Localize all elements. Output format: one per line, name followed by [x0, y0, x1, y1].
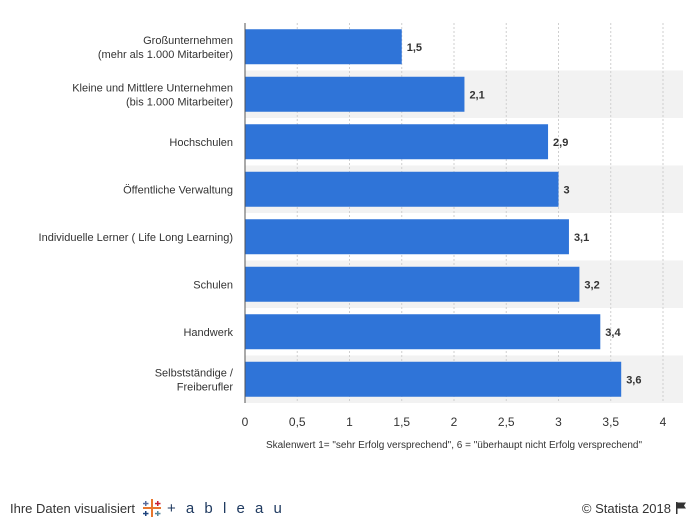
value-label: 3,6	[626, 374, 641, 386]
x-tick-label: 4	[660, 415, 667, 429]
x-axis-label: Skalenwert 1= "sehr Erfolg versprechend"…	[266, 440, 643, 451]
tableau-logo[interactable]: + a b l e a u	[141, 497, 285, 519]
copyright-text: © Statista 2018	[581, 500, 671, 516]
footer-copyright: © Statista 2018	[582, 497, 687, 519]
x-tick-label: 3	[555, 415, 562, 429]
bar	[245, 124, 549, 160]
category-label: Kleine und Mittlere Unternehmen (bis 1.00…	[72, 82, 233, 108]
bar	[245, 266, 580, 302]
tableau-cross-icon	[143, 499, 161, 517]
category-label-line: Kleine und Mittlere Unternehmen	[72, 82, 233, 94]
value-label: 3,4	[605, 327, 621, 339]
value-label: 3,1	[574, 232, 589, 244]
value-label: 3,2	[584, 279, 599, 291]
bars	[245, 29, 622, 397]
bar	[245, 29, 402, 65]
category-label-line: Handwerk	[183, 327, 233, 339]
category-label: Handwerk	[183, 327, 233, 339]
x-tick-label: 2	[451, 415, 458, 429]
tableau-wordmark: + a b l e a u	[167, 499, 285, 517]
bar	[245, 171, 559, 207]
x-tick-label: 1,5	[393, 415, 410, 429]
bar	[245, 219, 569, 255]
footer-credit-text: Ihre Daten visualisiert	[10, 500, 135, 516]
x-tick-label: 0,5	[289, 415, 306, 429]
value-label: 2,9	[553, 137, 568, 149]
bar	[245, 76, 465, 112]
value-label: 1,5	[407, 42, 422, 54]
category-label-line: Hochschulen	[169, 137, 233, 149]
category-labels: Großunternehmen (mehr als 1.000 Mitarbeit…	[39, 35, 234, 394]
category-label-line: Schulen	[193, 279, 233, 291]
category-label-line: Freiberufler	[177, 381, 234, 393]
x-tick-label: 3,5	[602, 415, 619, 429]
x-tick-label: 0	[242, 415, 249, 429]
category-label: Selbstständige / Freiberufler	[155, 367, 234, 393]
category-label-line: Großunternehmen	[143, 35, 233, 47]
category-label: Hochschulen	[169, 137, 233, 149]
x-tick-labels: 0 0,5 1 1,5 2 2,5 3 3,5 4	[242, 415, 667, 429]
x-tick-label: 2,5	[498, 415, 515, 429]
category-label-line: (mehr als 1.000 Mitarbeiter)	[98, 49, 233, 61]
flag-icon[interactable]	[675, 501, 687, 515]
category-label: Öffentliche Verwaltung	[123, 184, 233, 196]
category-label-line: Individuelle Lerner ( Life Long Learning…	[39, 232, 233, 244]
footer-credit: Ihre Daten visualisiert + a b l e a u	[10, 497, 285, 519]
category-label: Schulen	[193, 279, 233, 291]
category-label: Individuelle Lerner ( Life Long Learning…	[39, 232, 233, 244]
bar	[245, 361, 622, 397]
value-label: 2,1	[469, 89, 484, 101]
bar-chart: Großunternehmen (mehr als 1.000 Mitarbeit…	[39, 23, 683, 451]
category-label-line: Öffentliche Verwaltung	[123, 184, 233, 196]
category-label-line: Selbstständige /	[155, 367, 234, 379]
bar	[245, 314, 601, 350]
value-labels: 1,5 2,1 2,9 3 3,1 3,2 3,4 3,6	[407, 42, 642, 387]
category-label: Großunternehmen (mehr als 1.000 Mitarbeit…	[98, 35, 233, 61]
category-label-line: (bis 1.000 Mitarbeiter)	[126, 96, 233, 108]
value-label: 3	[564, 184, 570, 196]
x-tick-label: 1	[346, 415, 353, 429]
